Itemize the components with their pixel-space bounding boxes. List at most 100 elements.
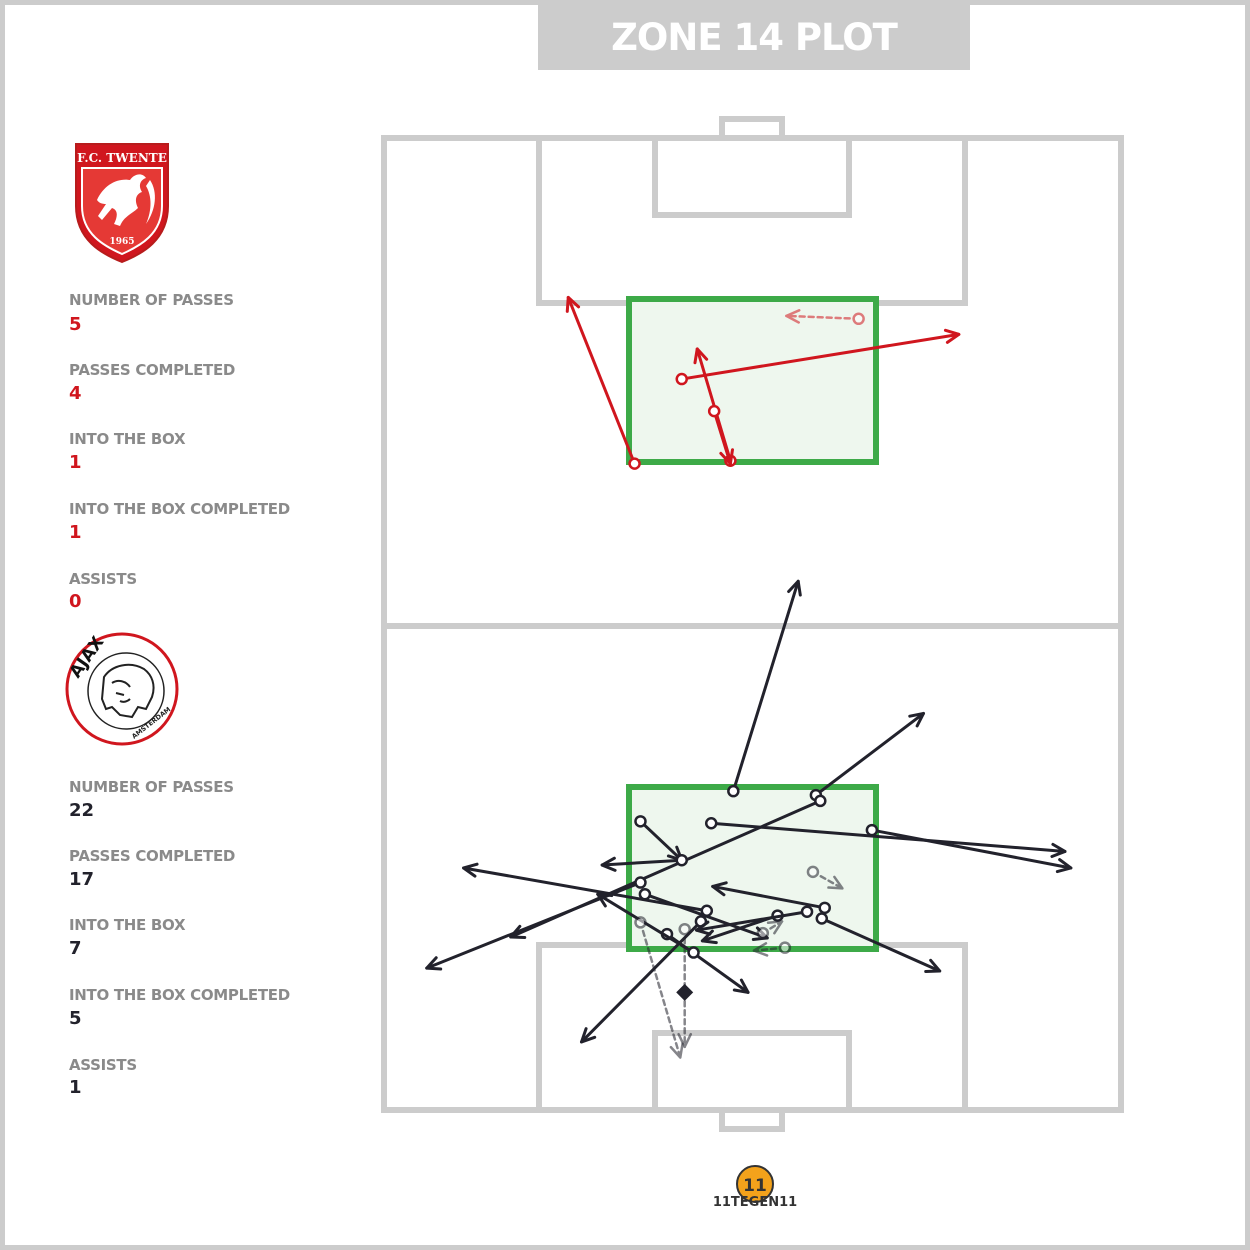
pass-origin-point [865, 823, 879, 837]
pass-line [639, 921, 682, 1059]
pass-origin-point [678, 922, 691, 936]
ajax-pass-incomplete [806, 865, 844, 890]
twente-pass-completed [565, 295, 641, 470]
pass-arrow-head [1055, 858, 1073, 874]
pass-line [600, 858, 684, 867]
pass-arrow-head [1050, 842, 1067, 859]
pass-arrow-head [711, 881, 728, 897]
ajax-stat-label-assists: ASSISTS [69, 1056, 137, 1074]
zone-14-twente [626, 296, 879, 465]
pass-arrow-head [924, 958, 942, 973]
twente-stat-value-completed: 4 [69, 383, 82, 404]
pass-arrow-head [509, 924, 527, 939]
pitch-markings [381, 116, 1124, 1132]
ajax-pass-completed [815, 912, 942, 973]
ajax-pass-completed [727, 579, 802, 798]
twente-stat-value-passes: 5 [69, 314, 82, 335]
pass-origin-point [634, 916, 647, 929]
pass-line [731, 579, 800, 793]
pass-arrow-head [908, 711, 925, 728]
ajax-stat-label-completed: PASSES COMPLETED [69, 847, 236, 865]
pass-line [580, 919, 703, 1044]
11tegen11-logo-icon: 11 [736, 1165, 774, 1203]
ajax-stat-label-into-box: INTO THE BOX [69, 916, 186, 934]
pass-line [785, 314, 860, 321]
twente-badge-year: 1965 [109, 237, 134, 247]
twente-stat-label-into-box-completed: INTO THE BOX COMPLETED [69, 500, 290, 518]
pass-origin-point [778, 941, 792, 954]
ajax-stat-value-assists: 1 [69, 1077, 82, 1098]
top-six-yard-box [652, 135, 852, 218]
twente-stat-value-into-box: 1 [69, 452, 82, 473]
ajax-stat-value-passes: 22 [69, 800, 95, 821]
pass-origin-point [704, 817, 718, 830]
ajax-pass-incomplete [752, 941, 792, 957]
pass-line [462, 866, 709, 913]
ajax-stat-value-completed: 17 [69, 869, 95, 890]
ajax-pass-incomplete [756, 920, 784, 940]
ajax-stat-label-into-box-completed: INTO THE BOX COMPLETED [69, 986, 290, 1004]
pass-line [712, 409, 732, 466]
pass-origin-point [687, 946, 700, 959]
pass-arrow-head [732, 978, 750, 994]
pass-arrow-head [766, 920, 784, 935]
pass-line [566, 295, 637, 466]
ajax-stat-value-into-box-completed: 5 [69, 1008, 82, 1029]
pass-line [814, 711, 925, 797]
pass-arrow-head [565, 295, 581, 313]
pass-arrow-head [943, 328, 961, 344]
pass-arrow-head [693, 347, 709, 365]
footer-logo-text: 11TEGEN11 [712, 1195, 798, 1210]
twente-stat-label-completed: PASSES COMPLETED [69, 361, 236, 379]
pass-arrow-head [596, 892, 614, 908]
bottom-penalty-box [536, 942, 968, 1113]
ajax-pass-completed [462, 862, 714, 917]
twente-stat-value-assists: 0 [69, 591, 82, 612]
pass-line [680, 332, 961, 381]
bottom-goal [719, 1107, 785, 1132]
pass-arrow-head [787, 579, 802, 597]
ajax-pass-completed [694, 905, 814, 936]
ajax-pass-completed [865, 823, 1073, 874]
ajax-crest-icon: AJAX AMSTERDAM [65, 632, 179, 746]
pass-origin-point [675, 372, 688, 386]
twente-stat-label-passes: NUMBER OF PASSES [69, 291, 234, 309]
pass-arrow-head [694, 920, 712, 936]
pass-origin-point [818, 901, 831, 915]
pass-arrow-head [669, 1042, 684, 1059]
ajax-stat-value-into-box: 7 [69, 938, 82, 959]
ajax-stat-label-passes: NUMBER OF PASSES [69, 778, 234, 796]
pass-origin-point [756, 926, 770, 940]
assist-marker [676, 983, 694, 1001]
twente-pass-completed [675, 328, 961, 386]
pass-line [820, 917, 942, 973]
twente-pass-incomplete [785, 309, 865, 326]
top-penalty-box [536, 135, 968, 306]
ajax-pass-completed [711, 881, 831, 915]
passes-layer [425, 295, 1073, 1059]
pass-origin-point [800, 905, 814, 918]
ajax-pass-incomplete [634, 916, 684, 1059]
svg-text:11: 11 [743, 1176, 767, 1196]
pass-arrow-head [462, 862, 479, 878]
ajax-pass-completed [704, 817, 1067, 859]
pass-origin-point [806, 865, 820, 879]
pass-arrow-head [719, 448, 734, 466]
pass-line [870, 828, 1073, 870]
twente-pass-completed [707, 404, 734, 466]
pass-origin-point [700, 904, 714, 917]
pass-origin-point [852, 312, 865, 326]
pass-origin-point [727, 784, 740, 798]
pass-line [711, 884, 827, 910]
pass-arrow-head [425, 956, 443, 971]
pass-arrow-head [600, 856, 617, 872]
twente-stat-label-assists: ASSISTS [69, 570, 137, 588]
chart-title: ZONE 14 PLOT [538, 5, 970, 70]
pass-origin-point [814, 794, 827, 808]
pass-arrow-head [580, 1027, 597, 1044]
ajax-pass-completed [600, 853, 688, 872]
pass-line [709, 821, 1067, 853]
pass-origin-point [634, 876, 647, 889]
pass-arrow-head [827, 875, 844, 890]
